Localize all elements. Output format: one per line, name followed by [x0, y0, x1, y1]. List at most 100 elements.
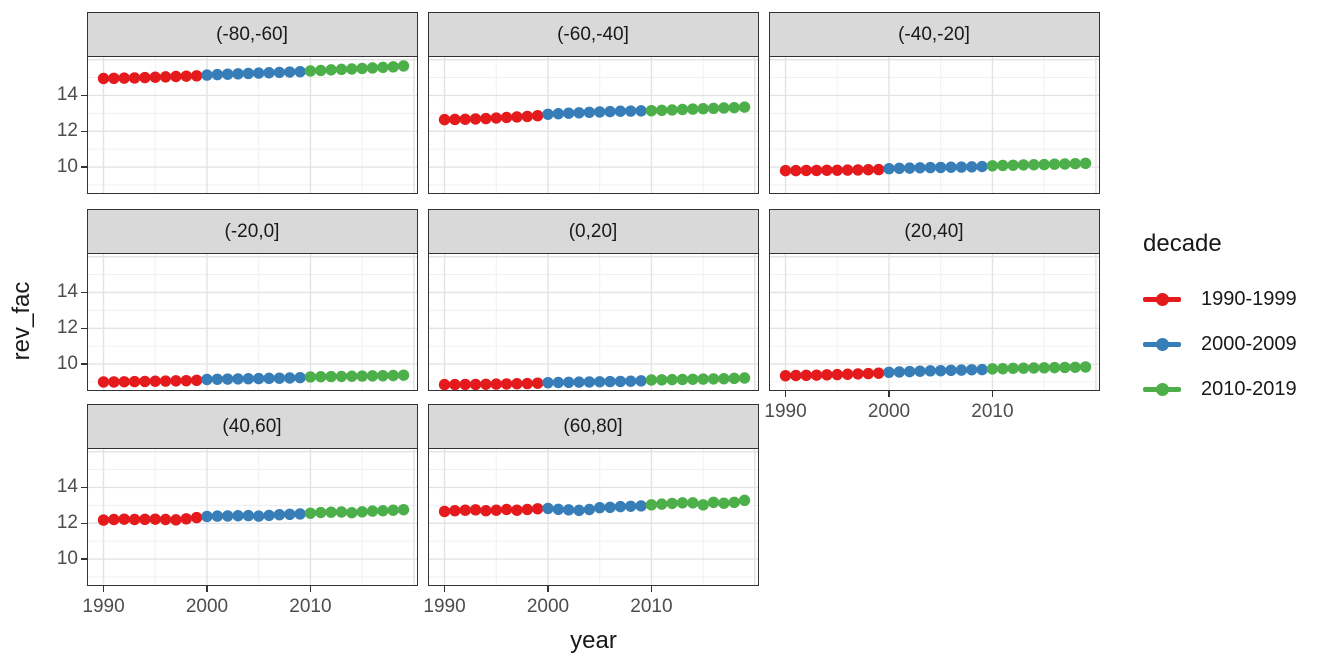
data-point: [696, 498, 709, 511]
data-point: [593, 375, 605, 387]
data-point: [283, 371, 295, 384]
x-tick-mark: [547, 585, 549, 592]
data-point: [107, 513, 120, 525]
data-point: [541, 108, 554, 120]
data-point: [521, 377, 533, 389]
data-point: [200, 68, 213, 81]
data-point: [138, 513, 151, 525]
facet-panel: [86, 55, 418, 194]
data-point: [634, 104, 647, 117]
data-point: [665, 373, 678, 385]
data-point: [872, 366, 884, 379]
data-point: [944, 161, 957, 173]
data-point: [438, 113, 450, 125]
data-point: [324, 63, 337, 76]
data-point: [107, 72, 120, 84]
data-point: [1048, 361, 1060, 373]
x-axis-title: year: [570, 627, 617, 654]
data-point: [510, 110, 523, 123]
data-point: [696, 102, 709, 114]
data-point: [397, 59, 409, 72]
data-point: [583, 375, 595, 388]
data-point: [190, 511, 202, 523]
facet-panel: [86, 252, 418, 391]
y-tick-mark: [81, 291, 88, 294]
y-tick-label: 12: [56, 512, 78, 534]
data-point: [1069, 157, 1081, 169]
facet-strip-label: (0,20]: [568, 220, 618, 242]
x-tick-label: 1990: [764, 401, 807, 422]
data-point: [180, 512, 192, 524]
data-point: [624, 500, 636, 512]
data-point: [614, 375, 626, 387]
facet-strip-label: (-20,0]: [224, 220, 280, 242]
data-point: [593, 105, 605, 118]
data-point: [345, 506, 358, 518]
data-point: [510, 377, 523, 389]
data-point: [314, 64, 326, 76]
facet-plot-area: [87, 448, 417, 585]
data-point: [314, 370, 326, 382]
data-point: [862, 163, 874, 175]
data-point: [1017, 158, 1029, 171]
data-point: [366, 61, 378, 74]
data-point: [107, 375, 120, 388]
data-point: [314, 506, 326, 518]
data-point: [262, 509, 275, 521]
data-point: [603, 375, 616, 387]
facet-strip-label: (-80,-60]: [216, 23, 288, 45]
x-tick-mark: [784, 390, 787, 397]
data-point: [128, 71, 140, 84]
data-point: [149, 375, 161, 387]
facet-strip-label: (-60,-40]: [557, 23, 629, 45]
y-tick-mark: [81, 130, 88, 132]
data-point: [366, 369, 378, 382]
facet-plot-area: [769, 253, 1099, 390]
data-point: [1017, 361, 1029, 374]
data-point: [304, 64, 316, 77]
data-point: [262, 66, 275, 78]
data-point: [738, 371, 750, 384]
data-point: [459, 113, 471, 125]
data-point: [118, 375, 130, 387]
data-point: [820, 164, 833, 176]
data-point: [552, 376, 564, 388]
data-point: [500, 111, 512, 123]
data-point: [387, 504, 399, 516]
data-point: [479, 504, 492, 516]
facet-strip-label: (60,80]: [563, 415, 623, 437]
data-point: [944, 364, 957, 376]
facet-strip: (-20,0]: [86, 208, 418, 255]
data-point: [728, 372, 740, 384]
data-point: [686, 496, 699, 509]
data-point: [903, 161, 915, 174]
data-point: [355, 62, 368, 74]
data-point: [242, 372, 254, 384]
data-point: [190, 69, 202, 81]
data-point: [231, 509, 244, 521]
data-point: [242, 509, 254, 521]
data-point: [469, 378, 481, 390]
data-point: [345, 370, 358, 382]
data-point: [283, 508, 295, 520]
legend-key: [1143, 337, 1181, 351]
data-point: [376, 504, 389, 516]
y-tick-label: 14: [56, 476, 78, 498]
legend-key-dot-icon: [1155, 382, 1169, 396]
data-point: [128, 375, 140, 387]
data-point: [293, 65, 306, 77]
data-point: [562, 503, 574, 516]
x-tick-mark: [102, 585, 105, 592]
data-point: [97, 375, 109, 388]
x-tick-label: 2010: [289, 596, 332, 617]
data-point: [624, 375, 636, 387]
data-point: [138, 71, 151, 83]
data-point: [490, 504, 502, 516]
data-point: [707, 496, 719, 508]
data-point: [738, 494, 750, 506]
data-point: [169, 70, 182, 82]
data-point: [831, 164, 843, 176]
x-tick-mark: [991, 390, 994, 397]
data-point: [531, 377, 543, 389]
data-point: [159, 70, 171, 83]
